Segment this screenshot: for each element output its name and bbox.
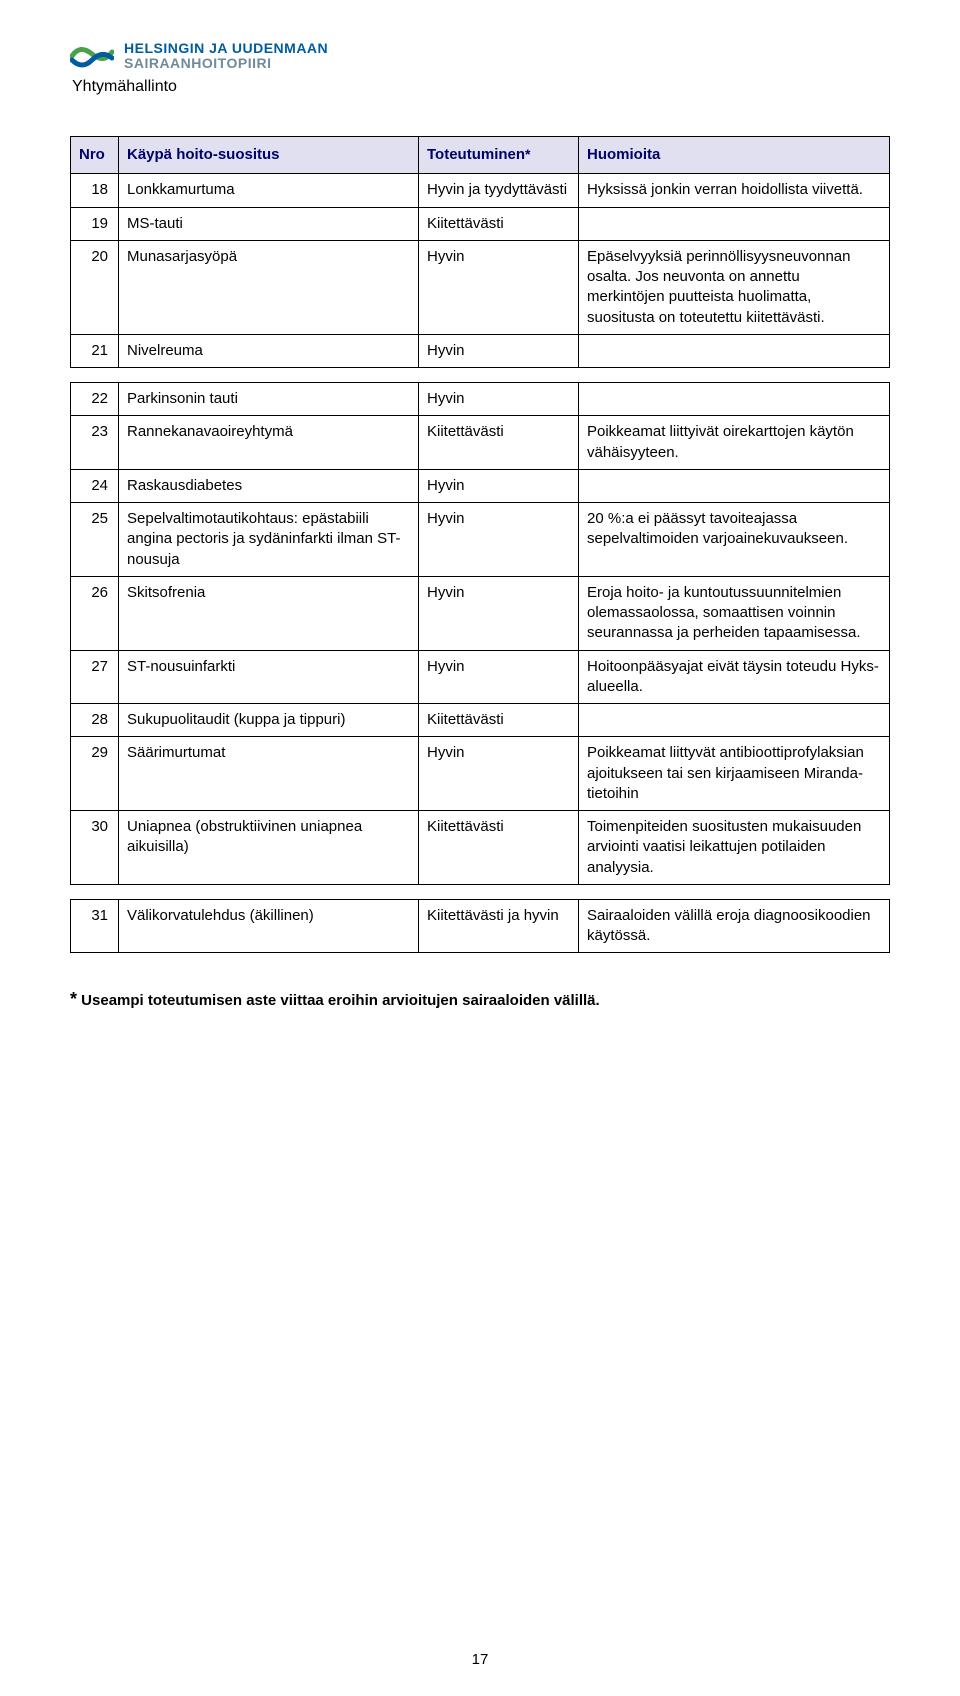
cell-nro: 26 [71, 576, 119, 650]
table-row: 20MunasarjasyöpäHyvinEpäselvyyksiä perin… [71, 240, 890, 334]
table-row: 27ST-nousuinfarktiHyvinHoitoonpääsyajat … [71, 650, 890, 704]
cell-nro: 21 [71, 334, 119, 367]
table-row: 19MS-tautiKiitettävästi [71, 207, 890, 240]
table-row: 25Sepelvaltimotautikohtaus: epästabiili … [71, 503, 890, 577]
cell-huomioita: Sairaaloiden välillä eroja diagnoosikood… [579, 899, 890, 953]
footnote-text: Useampi toteutumisen aste viittaa eroihi… [77, 992, 600, 1009]
document-section-label: Yhtymähallinto [72, 78, 890, 96]
cell-suositus: Rannekanavaoireyhtymä [119, 416, 419, 470]
cell-nro: 29 [71, 737, 119, 811]
cell-suositus: ST-nousuinfarkti [119, 650, 419, 704]
header-huomioita: Huomioita [579, 137, 890, 174]
header-toteutuminen: Toteutuminen* [419, 137, 579, 174]
cell-toteutuminen: Hyvin [419, 576, 579, 650]
cell-toteutuminen: Hyvin [419, 650, 579, 704]
cell-toteutuminen: Hyvin [419, 469, 579, 502]
cell-suositus: Raskausdiabetes [119, 469, 419, 502]
table-row: 26SkitsofreniaHyvinEroja hoito- ja kunto… [71, 576, 890, 650]
cell-huomioita [579, 469, 890, 502]
cell-suositus: Välikorvatulehdus (äkillinen) [119, 899, 419, 953]
cell-huomioita: Poikkeamat liittyivät oirekarttojen käyt… [579, 416, 890, 470]
cell-suositus: Lonkkamurtuma [119, 174, 419, 207]
cell-huomioita: Eroja hoito- ja kuntoutussuunnitelmien o… [579, 576, 890, 650]
footnote-star: * [70, 989, 77, 1009]
cell-suositus: MS-tauti [119, 207, 419, 240]
cell-huomioita: Poikkeamat liittyvät antibioottiprofylak… [579, 737, 890, 811]
table-row: 21NivelreumaHyvin [71, 334, 890, 367]
cell-toteutuminen: Kiitettävästi ja hyvin [419, 899, 579, 953]
cell-suositus: Sukupuolitaudit (kuppa ja tippuri) [119, 704, 419, 737]
cell-huomioita: Hyksissä jonkin verran hoidollista viive… [579, 174, 890, 207]
cell-toteutuminen: Hyvin [419, 737, 579, 811]
cell-toteutuminen: Hyvin [419, 383, 579, 416]
cell-suositus: Uniapnea (obstruktiivinen uniapnea aikui… [119, 811, 419, 885]
cell-suositus: Skitsofrenia [119, 576, 419, 650]
table-row: 23RannekanavaoireyhtymäKiitettävästiPoik… [71, 416, 890, 470]
table-row: 22Parkinsonin tautiHyvin [71, 383, 890, 416]
header-asterisk: * [525, 146, 530, 162]
cell-huomioita [579, 334, 890, 367]
cell-suositus: Parkinsonin tauti [119, 383, 419, 416]
cell-nro: 25 [71, 503, 119, 577]
cell-huomioita: Hoitoonpääsyajat eivät täysin toteudu Hy… [579, 650, 890, 704]
cell-nro: 23 [71, 416, 119, 470]
cell-nro: 28 [71, 704, 119, 737]
table-body-a: 18LonkkamurtumaHyvin ja tyydyttävästiHyk… [71, 174, 890, 368]
cell-toteutuminen: Hyvin ja tyydyttävästi [419, 174, 579, 207]
org-line1: HELSINGIN JA UUDENMAAN [124, 41, 328, 56]
cell-huomioita [579, 207, 890, 240]
cell-suositus: Munasarjasyöpä [119, 240, 419, 334]
cell-suositus: Sepelvaltimotautikohtaus: epästabiili an… [119, 503, 419, 577]
cell-huomioita: 20 %:a ei päässyt tavoiteajassa sepelval… [579, 503, 890, 577]
cell-nro: 19 [71, 207, 119, 240]
org-name: HELSINGIN JA UUDENMAAN SAIRAANHOITOPIIRI [124, 41, 328, 70]
header-logo-block: HELSINGIN JA UUDENMAAN SAIRAANHOITOPIIRI [70, 40, 890, 72]
guideline-table: Nro Käypä hoito-suositus Toteutuminen* H… [70, 136, 890, 368]
page-number: 17 [472, 1651, 489, 1668]
table-row: 24RaskausdiabetesHyvin [71, 469, 890, 502]
cell-toteutuminen: Kiitettävästi [419, 416, 579, 470]
footnote: * Useampi toteutumisen aste viittaa eroi… [70, 989, 890, 1010]
guideline-table-c: 31Välikorvatulehdus (äkillinen)Kiitettäv… [70, 899, 890, 954]
table-body-c: 31Välikorvatulehdus (äkillinen)Kiitettäv… [71, 899, 890, 953]
table-row: 30Uniapnea (obstruktiivinen uniapnea aik… [71, 811, 890, 885]
header-toteutuminen-text: Toteutuminen [427, 146, 525, 163]
cell-suositus: Nivelreuma [119, 334, 419, 367]
cell-nro: 24 [71, 469, 119, 502]
cell-huomioita [579, 383, 890, 416]
cell-toteutuminen: Kiitettävästi [419, 207, 579, 240]
cell-huomioita: Epäselvyyksiä perinnöllisyysneuvonnan os… [579, 240, 890, 334]
cell-toteutuminen: Hyvin [419, 503, 579, 577]
cell-nro: 30 [71, 811, 119, 885]
cell-nro: 22 [71, 383, 119, 416]
cell-huomioita: Toimenpiteiden suositusten mukaisuuden a… [579, 811, 890, 885]
cell-suositus: Säärimurtumat [119, 737, 419, 811]
cell-toteutuminen: Kiitettävästi [419, 811, 579, 885]
cell-huomioita [579, 704, 890, 737]
cell-toteutuminen: Kiitettävästi [419, 704, 579, 737]
header-suositus: Käypä hoito-suositus [119, 137, 419, 174]
table-row: 28Sukupuolitaudit (kuppa ja tippuri)Kiit… [71, 704, 890, 737]
guideline-table-b: 22Parkinsonin tautiHyvin23Rannekanavaoir… [70, 382, 890, 885]
table-row: 31Välikorvatulehdus (äkillinen)Kiitettäv… [71, 899, 890, 953]
table-header: Nro Käypä hoito-suositus Toteutuminen* H… [71, 137, 890, 174]
cell-nro: 31 [71, 899, 119, 953]
cell-nro: 18 [71, 174, 119, 207]
cell-toteutuminen: Hyvin [419, 334, 579, 367]
table-row: 18LonkkamurtumaHyvin ja tyydyttävästiHyk… [71, 174, 890, 207]
logo-icon [70, 40, 114, 72]
header-nro: Nro [71, 137, 119, 174]
cell-nro: 20 [71, 240, 119, 334]
table-row: 29SäärimurtumatHyvinPoikkeamat liittyvät… [71, 737, 890, 811]
table-body-b: 22Parkinsonin tautiHyvin23Rannekanavaoir… [71, 383, 890, 885]
org-line2: SAIRAANHOITOPIIRI [124, 56, 328, 71]
cell-nro: 27 [71, 650, 119, 704]
cell-toteutuminen: Hyvin [419, 240, 579, 334]
